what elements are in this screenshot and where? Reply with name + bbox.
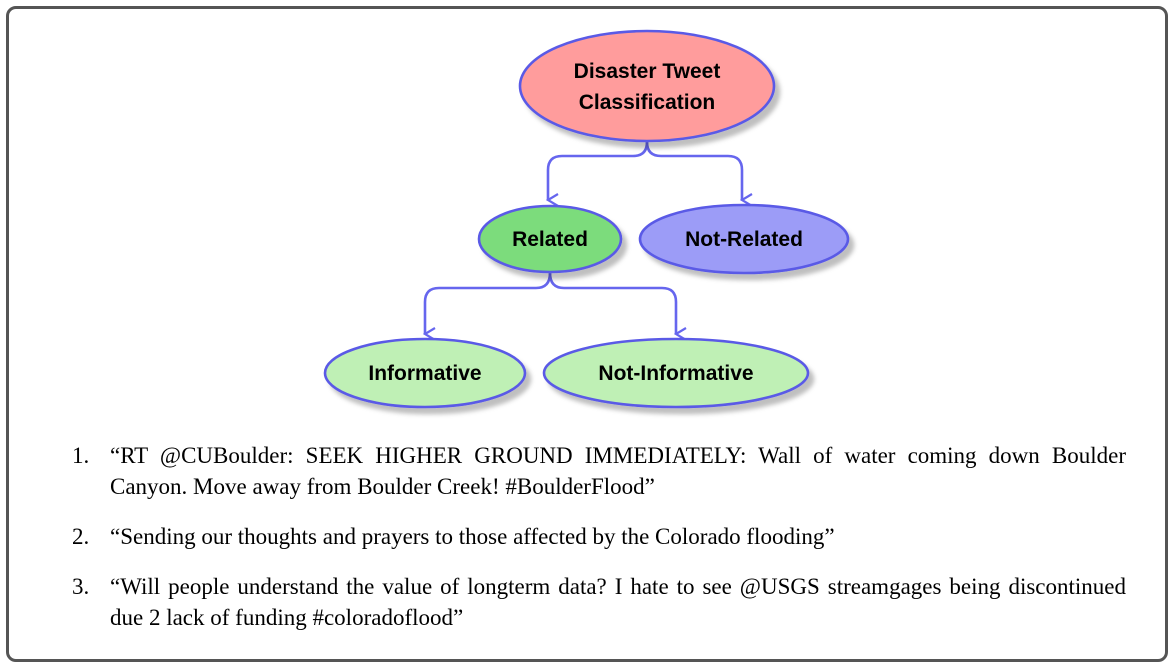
node-informative: Informative (323, 337, 527, 409)
node-not-informative: Not-Informative (542, 337, 810, 409)
node-not-related: Not-Related (638, 203, 850, 275)
node-related-label: Related (512, 228, 588, 251)
node-informative-label: Informative (368, 362, 481, 385)
edge-related-to-informative (422, 272, 552, 341)
edge-root-to-related (545, 141, 649, 207)
node-not-related-label: Not-Related (685, 228, 803, 251)
classification-tree: Disaster Tweet Classification Related No… (323, 29, 850, 409)
tweet-number: 1. (72, 443, 90, 468)
tweet-number: 3. (72, 574, 90, 599)
tweet-examples-list: 1. “RT @CUBoulder: SEEK HIGHER GROUND IM… (72, 440, 1126, 652)
tweet-number: 2. (72, 524, 90, 549)
node-not-informative-label: Not-Informative (598, 362, 753, 385)
node-related: Related (477, 204, 623, 274)
tweet-example-1: 1. “RT @CUBoulder: SEEK HIGHER GROUND IM… (72, 440, 1126, 502)
node-root-label-line1: Disaster Tweet (574, 60, 721, 83)
node-root-label-line2: Classification (579, 91, 716, 114)
tweet-example-3: 3. “Will people understand the value of … (72, 571, 1126, 633)
tweet-text: “Sending our thoughts and prayers to tho… (110, 524, 835, 549)
node-root: Disaster Tweet Classification (518, 29, 776, 143)
edge-root-to-not-related (645, 141, 753, 207)
tweet-example-2: 2. “Sending our thoughts and prayers to … (72, 521, 1126, 552)
tweet-text: “RT @CUBoulder: SEEK HIGHER GROUND IMMED… (110, 443, 1126, 499)
tweet-text: “Will people understand the value of lon… (110, 574, 1126, 630)
edge-related-to-not-informative (548, 272, 687, 341)
